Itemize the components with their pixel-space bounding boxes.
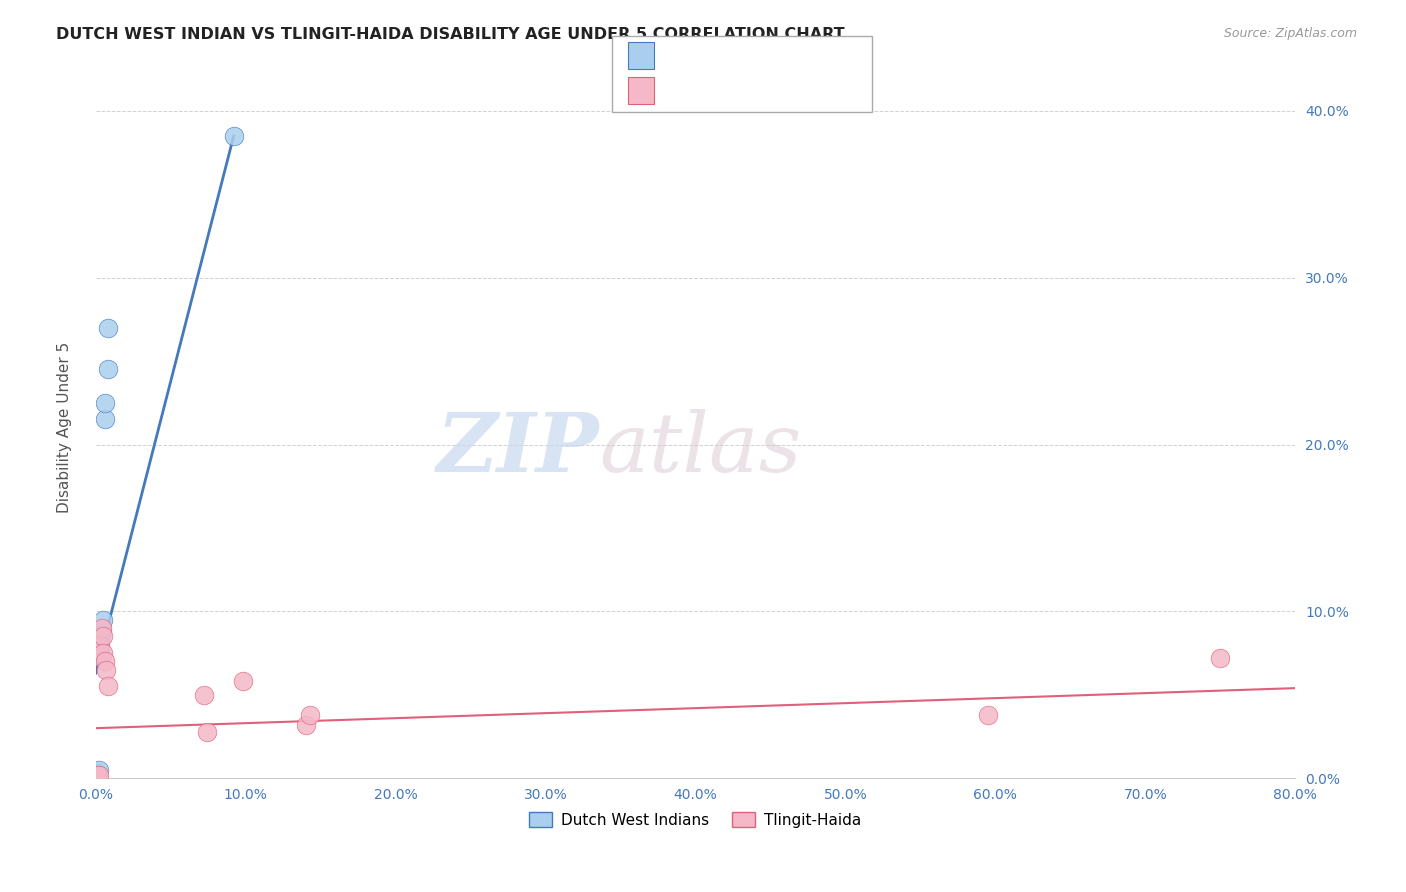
Point [97, 362, 120, 376]
Point [94, 396, 117, 410]
Point [222, 128, 245, 143]
Point [299, 707, 322, 722]
Point [87, 768, 110, 782]
Point [89, 638, 111, 652]
Text: atlas: atlas [599, 409, 801, 489]
Point [94, 412, 117, 426]
Text: DUTCH WEST INDIAN VS TLINGIT-HAIDA DISABILITY AGE UNDER 5 CORRELATION CHART: DUTCH WEST INDIAN VS TLINGIT-HAIDA DISAB… [56, 27, 845, 42]
Point [86, 766, 108, 780]
Point [89, 646, 111, 660]
Point [91, 646, 114, 660]
Point [232, 674, 254, 689]
Text: Source: ZipAtlas.com: Source: ZipAtlas.com [1223, 27, 1357, 40]
Y-axis label: Disability Age Under 5: Disability Age Under 5 [58, 343, 72, 514]
Point [97, 320, 120, 334]
Point [1209, 651, 1232, 665]
Point [91, 629, 114, 643]
Point [977, 707, 1000, 722]
Point [195, 724, 218, 739]
Point [86, 770, 108, 784]
Text: ZIP: ZIP [437, 409, 599, 489]
Point [86, 768, 108, 782]
Point [87, 763, 110, 777]
Point [91, 613, 114, 627]
Point [94, 655, 117, 669]
Point [89, 634, 111, 648]
Point [294, 718, 316, 732]
Point [96, 663, 118, 677]
Point [193, 688, 215, 702]
Point [97, 680, 120, 694]
Text: R = 0.124   N = 16: R = 0.124 N = 16 [665, 84, 810, 98]
Text: R = 0.831   N = 12: R = 0.831 N = 12 [665, 48, 810, 63]
Point [90, 621, 112, 635]
Point [90, 624, 112, 639]
Legend: Dutch West Indians, Tlingit-Haida: Dutch West Indians, Tlingit-Haida [523, 805, 868, 834]
